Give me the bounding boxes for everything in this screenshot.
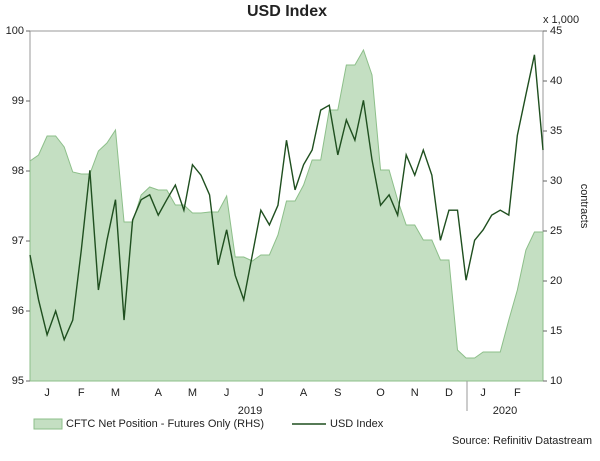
- x-tick-label: A: [300, 387, 308, 399]
- y-tick-label: 95: [12, 375, 24, 387]
- source: Source: Refinitiv Datastream: [452, 435, 592, 447]
- area: [29, 48, 544, 382]
- x-tick-label: M: [188, 387, 197, 399]
- y2-tick-label: 25: [550, 225, 562, 237]
- x-group-label: 2020: [493, 405, 517, 417]
- y2-tick-label: 35: [550, 125, 562, 137]
- y2-tick-label: 40: [550, 75, 562, 87]
- x-tick-label: F: [78, 387, 85, 399]
- y2-tick-label: 10: [550, 375, 562, 387]
- chart-title: USD Index: [247, 3, 327, 20]
- legend-label: USD Index: [330, 418, 384, 430]
- x-tick-label: S: [334, 387, 341, 399]
- x-tick-label: O: [376, 387, 385, 399]
- x-tick-label: M: [111, 387, 120, 399]
- x-tick-label: F: [514, 387, 521, 399]
- y2-tick-label: 20: [550, 275, 562, 287]
- x-tick-label: D: [445, 387, 453, 399]
- y2-unit-label: x 1,000: [543, 14, 579, 26]
- y-tick-label: 96: [12, 305, 24, 317]
- legend-label: CFTC Net Position - Futures Only (RHS): [66, 418, 264, 430]
- y2-tick-label: 30: [550, 175, 562, 187]
- y-tick-label: 99: [12, 95, 24, 107]
- x-tick-label: N: [411, 387, 419, 399]
- x-tick-label: A: [155, 387, 163, 399]
- y-tick-label: 97: [12, 235, 24, 247]
- x-tick-label: J: [44, 387, 50, 399]
- y-tick-label: 98: [12, 165, 24, 177]
- y2-tick-label: 45: [550, 25, 562, 37]
- x-tick-label: J: [480, 387, 486, 399]
- x-tick-label: J: [224, 387, 230, 399]
- y2-axis-label: contracts: [578, 184, 590, 229]
- y2-tick-label: 15: [550, 325, 562, 337]
- line: [29, 54, 544, 342]
- y-tick-label: 100: [6, 25, 24, 37]
- x-tick-label: J: [258, 387, 264, 399]
- legend-swatch: [33, 418, 63, 430]
- x-group-label: 2019: [238, 405, 262, 417]
